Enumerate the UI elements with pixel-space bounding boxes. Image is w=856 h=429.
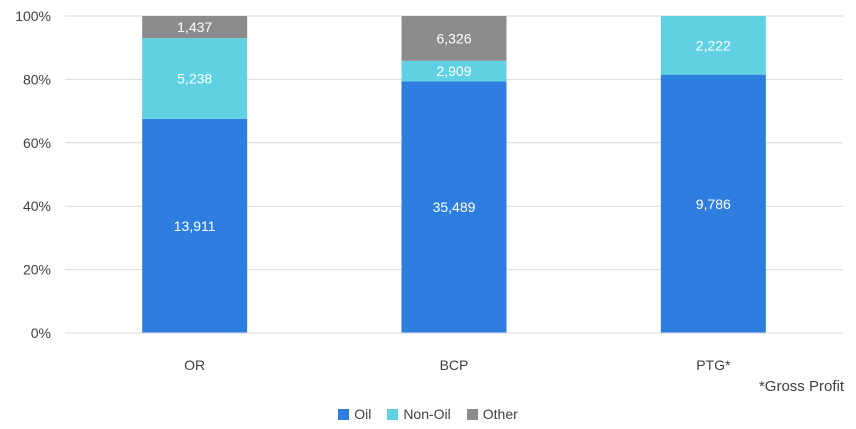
bar-segment bbox=[401, 60, 507, 82]
legend-label-non-oil: Non-Oil bbox=[403, 406, 451, 422]
gross-profit-note: *Gross Profit bbox=[758, 378, 844, 395]
legend-swatch-non-oil bbox=[387, 408, 399, 420]
data-label: 2,909 bbox=[436, 63, 471, 79]
legend-label-oil: Oil bbox=[354, 406, 372, 422]
y-tick-label: 0% bbox=[31, 325, 51, 341]
bar-segment bbox=[401, 81, 507, 334]
x-tick-label: OR bbox=[184, 357, 205, 373]
legend-item-oil: Oil bbox=[338, 406, 371, 422]
bar-segment bbox=[142, 16, 248, 39]
y-tick-label: 40% bbox=[23, 198, 51, 214]
bar-segment bbox=[142, 38, 248, 119]
bar-segment bbox=[142, 118, 248, 334]
legend: Oil Non-Oil Other bbox=[0, 406, 856, 422]
y-tick-label: 100% bbox=[15, 8, 51, 24]
bar-segment bbox=[401, 16, 507, 61]
bar-segment bbox=[660, 74, 766, 334]
data-label: 9,786 bbox=[696, 196, 731, 212]
data-label: 6,326 bbox=[436, 30, 471, 46]
y-tick-label: 80% bbox=[23, 71, 51, 87]
bar-segment bbox=[660, 16, 766, 75]
stacked-bar-chart: 0% 20% 40% 60% 80% 100% 13,911 5,238 1,437 OR 35,4… bbox=[15, 8, 843, 373]
data-label: 2,222 bbox=[696, 37, 731, 53]
legend-swatch-other bbox=[466, 408, 478, 420]
data-label: 13,911 bbox=[174, 218, 216, 234]
data-label: 35,489 bbox=[433, 199, 476, 215]
data-label: 1,437 bbox=[177, 19, 212, 35]
x-tick-label: PTG* bbox=[696, 357, 731, 373]
legend-item-other: Other bbox=[466, 406, 518, 422]
legend-label-other: Other bbox=[482, 406, 518, 422]
legend-swatch-oil bbox=[338, 408, 350, 420]
x-tick-label: BCP bbox=[440, 357, 469, 373]
data-label: 5,238 bbox=[177, 70, 212, 86]
y-tick-label: 60% bbox=[23, 135, 51, 151]
y-tick-label: 20% bbox=[23, 262, 51, 278]
legend-item-non-oil: Non-Oil bbox=[387, 406, 451, 422]
